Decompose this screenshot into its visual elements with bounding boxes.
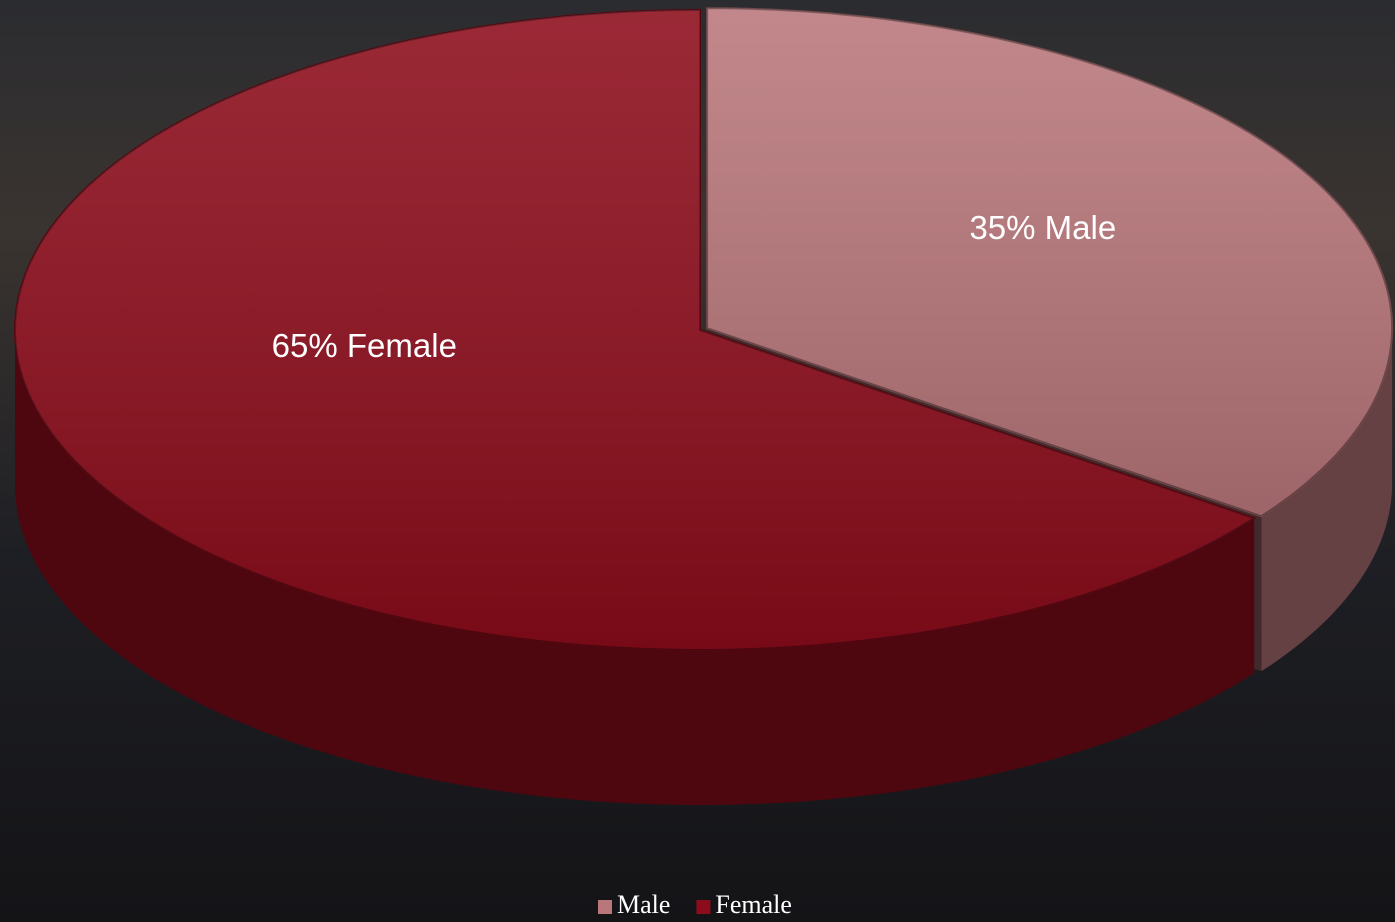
legend-swatch — [598, 900, 612, 914]
data-label: 35% Male — [969, 209, 1116, 246]
data-label: 65% Female — [272, 327, 457, 364]
legend-label: Female — [715, 890, 792, 919]
legend-label: Male — [617, 890, 670, 919]
chart: 35% Male 65% Female Male Female — [0, 0, 1395, 922]
legend-swatch — [696, 900, 710, 914]
